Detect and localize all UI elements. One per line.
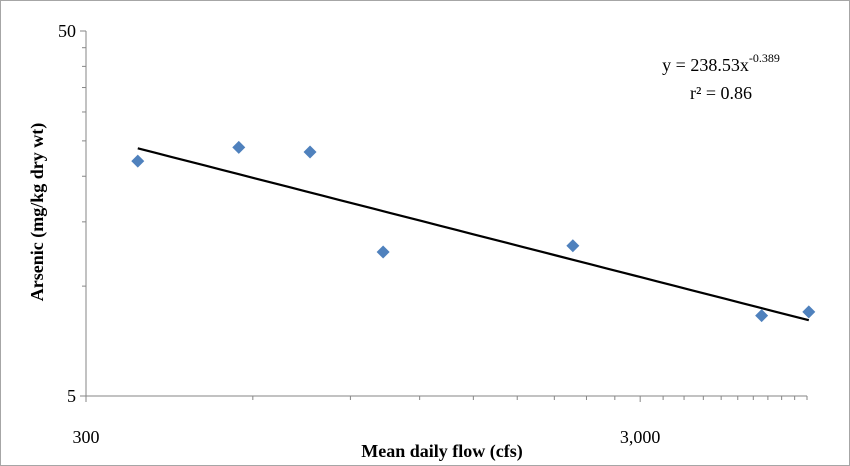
trendline-equation-exponent: -0.389 (749, 51, 780, 65)
y-tick-label: 5 (67, 386, 76, 406)
data-point (566, 239, 580, 253)
x-tick-label: 3,000 (620, 427, 661, 447)
axes (80, 30, 808, 402)
trendline-r2: r² = 0.86 (690, 83, 752, 103)
data-point (232, 140, 246, 154)
y-tick-label: 50 (58, 21, 76, 41)
points-group (131, 140, 816, 323)
data-point (131, 154, 145, 168)
data-point (376, 245, 390, 259)
trendline-equation-base: y = 238.53x (662, 55, 749, 75)
trendline-group (137, 147, 810, 322)
data-point (802, 305, 816, 319)
y-axis-title: Arsenic (mg/kg dry wt) (27, 123, 48, 301)
trendline (137, 147, 810, 322)
x-tick-label: 300 (73, 427, 100, 447)
x-axis-title: Mean daily flow (cfs) (361, 441, 522, 462)
data-point (303, 145, 317, 159)
data-point (755, 309, 769, 323)
labels-group: 5 50 300 3,000 (58, 21, 660, 447)
trendline-equation: y = 238.53x-0.389 (662, 51, 780, 75)
